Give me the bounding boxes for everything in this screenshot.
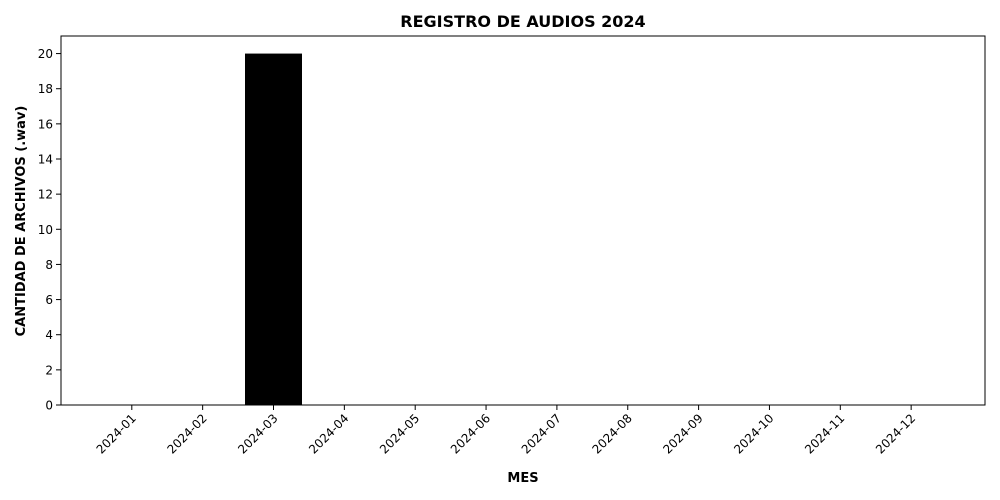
y-tick-label: 16 (38, 117, 53, 131)
x-axis-label: MES (507, 471, 538, 486)
chart-title: REGISTRO DE AUDIOS 2024 (400, 12, 645, 31)
y-tick-label: 12 (38, 188, 53, 202)
x-tick-label: 2024-04 (306, 411, 351, 456)
y-tick-label: 4 (45, 328, 53, 342)
y-tick-label: 8 (45, 258, 53, 272)
x-tick-label: 2024-11 (802, 411, 847, 456)
y-tick-label: 0 (45, 399, 53, 413)
x-tick-label: 2024-01 (94, 411, 139, 456)
y-tick-label: 10 (38, 223, 53, 237)
y-axis-label: CANTIDAD DE ARCHIVOS (.wav) (14, 106, 29, 337)
x-tick-label: 2024-03 (235, 411, 280, 456)
y-tick-label: 14 (38, 153, 53, 167)
x-tick-label: 2024-08 (590, 411, 635, 456)
y-tick-label: 20 (38, 47, 53, 61)
x-tick-label: 2024-06 (448, 411, 493, 456)
x-tick-label: 2024-09 (660, 411, 705, 456)
plot-frame (60, 35, 986, 406)
x-tick-label: 2024-05 (377, 411, 422, 456)
x-tick-label: 2024-12 (873, 411, 918, 456)
x-tick-label: 2024-10 (731, 411, 776, 456)
x-tick-label: 2024-02 (164, 411, 209, 456)
y-tick-label: 6 (45, 293, 53, 307)
x-tick-label: 2024-07 (519, 411, 564, 456)
y-tick-label: 18 (38, 82, 53, 96)
y-tick-label: 2 (45, 363, 53, 377)
x-axis: 2024-01 2024-02 2024-03 2024-04 2024-05 2024-… (94, 405, 918, 457)
y-axis: 0 2 4 6 8 10 12 14 16 18 20 (38, 47, 61, 413)
bar-2024-03 (245, 53, 302, 405)
bars-group (245, 53, 302, 405)
